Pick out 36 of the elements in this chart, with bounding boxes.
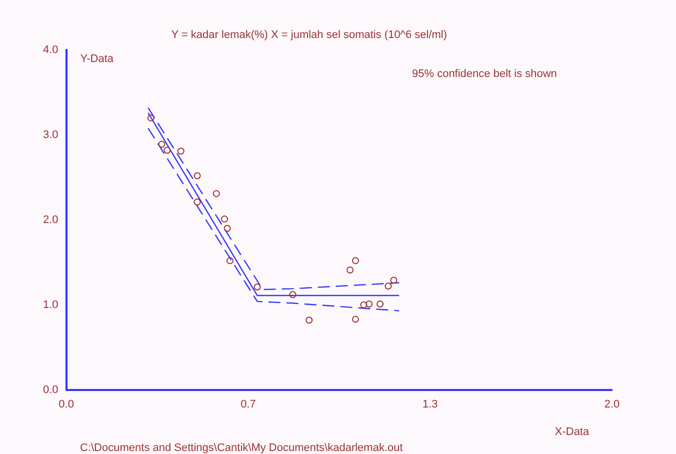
x-tick-label: 1.3 [422,398,438,410]
point [194,172,201,180]
x-tick-label: 2.0 [604,398,620,410]
line-series [148,128,400,312]
y-tick-label: 3.0 [42,128,58,141]
annotation: 95% confidence belt is shown [412,68,557,80]
y-tick-label: 4.0 [42,44,58,56]
point [366,300,373,308]
x-tick-label: 0.7 [240,398,256,410]
y-tick-label: 2.0 [42,214,58,226]
text: C:\Documents and Settings\Cantik\My Documents\kadarlemak.out [80,442,403,454]
y-axis-title: Y-Data [80,53,114,66]
point [306,316,313,324]
point [384,282,392,290]
point [212,190,220,198]
point [360,301,368,308]
point [226,257,234,264]
point [390,276,398,284]
x-axis-title: X-Data [554,426,590,438]
point [376,300,384,308]
point [164,146,171,154]
point [224,224,231,232]
chart-title: Y = kadar lemak(%) X = jumlah sel somatis (10^6 sel/ml) [171,29,448,42]
point [158,140,166,148]
y-tick-label: 1.0 [42,298,58,311]
point [289,291,296,298]
point [194,198,201,206]
point [352,257,360,264]
x-tick-label: 0.0 [58,398,74,410]
point [352,316,360,323]
point [221,216,228,223]
y-tick-label: 0.0 [42,384,58,396]
point [346,266,354,274]
point [177,148,184,155]
point [147,114,154,122]
point [254,284,261,291]
